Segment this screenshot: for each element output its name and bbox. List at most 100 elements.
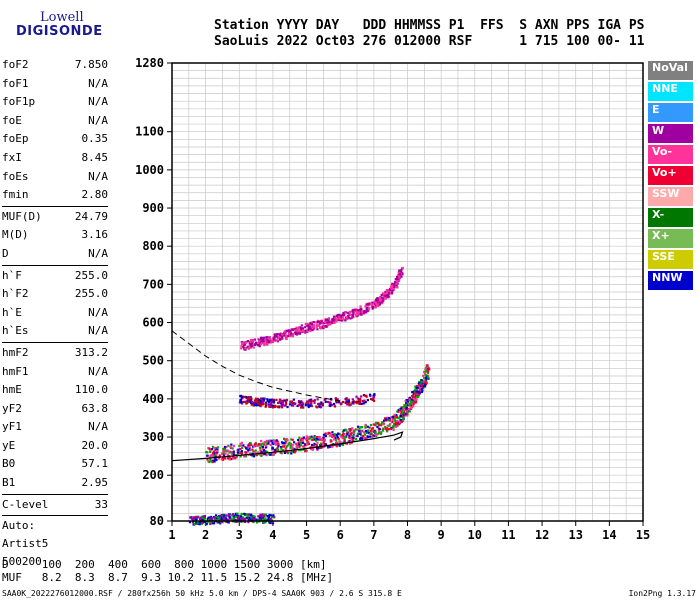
scaled-parameters: foF2 7.850 foF1 N/A foF1p N/A foE N/A foEp 0.35 fx…: [2, 56, 110, 571]
x-tick-label: 3: [236, 528, 243, 542]
echo-point: [281, 402, 284, 405]
echo-point: [309, 436, 312, 440]
echo-point: [259, 449, 262, 452]
footer-file-info: SAA0K_2022276012000.RSF / 280fx256h 50 k…: [2, 589, 402, 598]
echo-point: [269, 439, 272, 442]
echo-point: [365, 308, 369, 312]
header-line1: Station YYYY DAY DDD HHMMSS P1 FFS S AXN…: [214, 18, 645, 33]
echo-point: [306, 402, 309, 405]
echo-point: [356, 432, 359, 435]
echo-point: [333, 433, 336, 436]
echo-point: [269, 443, 272, 447]
echo-point: [309, 398, 312, 402]
echo-point: [392, 428, 395, 432]
echo-point: [401, 415, 404, 418]
legend-item-x: X-: [648, 208, 693, 227]
echo-point: [305, 330, 308, 333]
x-tick-label: 9: [438, 528, 445, 542]
echo-point: [392, 417, 395, 420]
echo-point: [364, 424, 367, 427]
echo-point: [317, 324, 321, 327]
echo-point: [319, 325, 322, 329]
echo-point: [265, 454, 268, 457]
echo-point: [227, 518, 230, 522]
param-value: 24.79: [74, 209, 108, 223]
echo-point: [214, 514, 218, 517]
echo-point: [302, 436, 306, 439]
echo-point: [263, 344, 266, 347]
echo-point: [215, 454, 218, 457]
echo-point: [268, 398, 271, 401]
echo-point: [297, 438, 300, 442]
echo-point: [244, 347, 247, 350]
echo-point: [307, 440, 310, 444]
echo-point: [238, 444, 241, 448]
echo-point: [368, 393, 372, 396]
echo-point: [358, 432, 361, 435]
echo-point: [283, 330, 286, 333]
param-row: hmF2 313.2: [2, 344, 110, 363]
echo-point: [291, 444, 294, 447]
param-row: yF2 63.8: [2, 400, 110, 419]
echo-point: [252, 516, 255, 520]
echo-point: [420, 388, 424, 391]
echo-point: [423, 381, 426, 384]
echo-point: [360, 430, 363, 433]
echo-point: [401, 411, 404, 415]
echo-point: [268, 404, 272, 407]
echo-point: [237, 448, 240, 451]
echo-point: [289, 400, 292, 403]
echo-point: [252, 455, 255, 458]
profile-curves: [171, 330, 404, 462]
echo-point: [347, 402, 350, 405]
echo-point: [321, 325, 324, 328]
echo-point: [396, 275, 399, 279]
echo-point: [413, 398, 416, 401]
param-row: hmF1 N/A: [2, 363, 110, 382]
echo-point: [257, 341, 260, 345]
param-value: 255.0: [74, 287, 108, 301]
echo-point: [415, 390, 418, 393]
echo-point: [353, 308, 356, 311]
echo-point: [348, 429, 352, 432]
echo-point: [427, 366, 430, 370]
param-value: 57.1: [81, 457, 109, 471]
echo-point: [301, 441, 304, 444]
echo-point: [242, 444, 245, 447]
echo-point: [298, 331, 301, 334]
echo-point: [420, 379, 423, 382]
echo-point: [209, 522, 212, 526]
echo-point: [307, 442, 311, 445]
echo-point: [424, 379, 427, 382]
echo-point: [334, 437, 337, 440]
echo-point: [198, 517, 202, 521]
echo-point: [304, 402, 307, 405]
echo-point: [311, 443, 314, 447]
echo-point: [270, 521, 273, 525]
param-value: 0.35: [81, 132, 109, 146]
echo-point: [356, 313, 359, 316]
echo-point: [265, 445, 268, 449]
echo-point: [315, 447, 319, 450]
echo-point: [313, 436, 316, 439]
echo-point: [222, 451, 225, 454]
echo-point: [414, 388, 417, 391]
echo-point: [234, 453, 237, 457]
echo-point: [336, 313, 339, 317]
echo-point: [301, 404, 304, 407]
y-tick-label: 300: [142, 430, 164, 444]
echo-point: [324, 318, 328, 321]
echo-point: [227, 521, 230, 524]
echo-point: [223, 449, 227, 452]
echo-point: [415, 395, 418, 398]
echo-point: [244, 400, 247, 403]
echo-point: [234, 515, 237, 519]
echo-point: [398, 421, 401, 424]
echo-point: [286, 450, 289, 454]
echo-point: [376, 303, 379, 306]
echo-point: [344, 311, 347, 314]
echo-point: [344, 319, 347, 322]
footer-version: Ion2Png 1.3.17: [628, 589, 696, 598]
echo-point: [320, 403, 323, 406]
echo-point: [259, 337, 263, 340]
